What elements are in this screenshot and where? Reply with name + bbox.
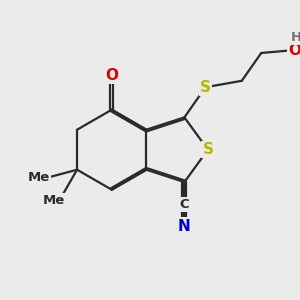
Text: O: O (289, 43, 300, 58)
Text: Me: Me (43, 194, 65, 207)
Text: S: S (202, 142, 213, 157)
Text: Me: Me (28, 171, 50, 184)
Text: O: O (105, 68, 118, 83)
Text: H: H (291, 31, 300, 44)
Text: C: C (180, 198, 189, 211)
Text: S: S (200, 80, 211, 95)
Text: N: N (178, 219, 191, 234)
